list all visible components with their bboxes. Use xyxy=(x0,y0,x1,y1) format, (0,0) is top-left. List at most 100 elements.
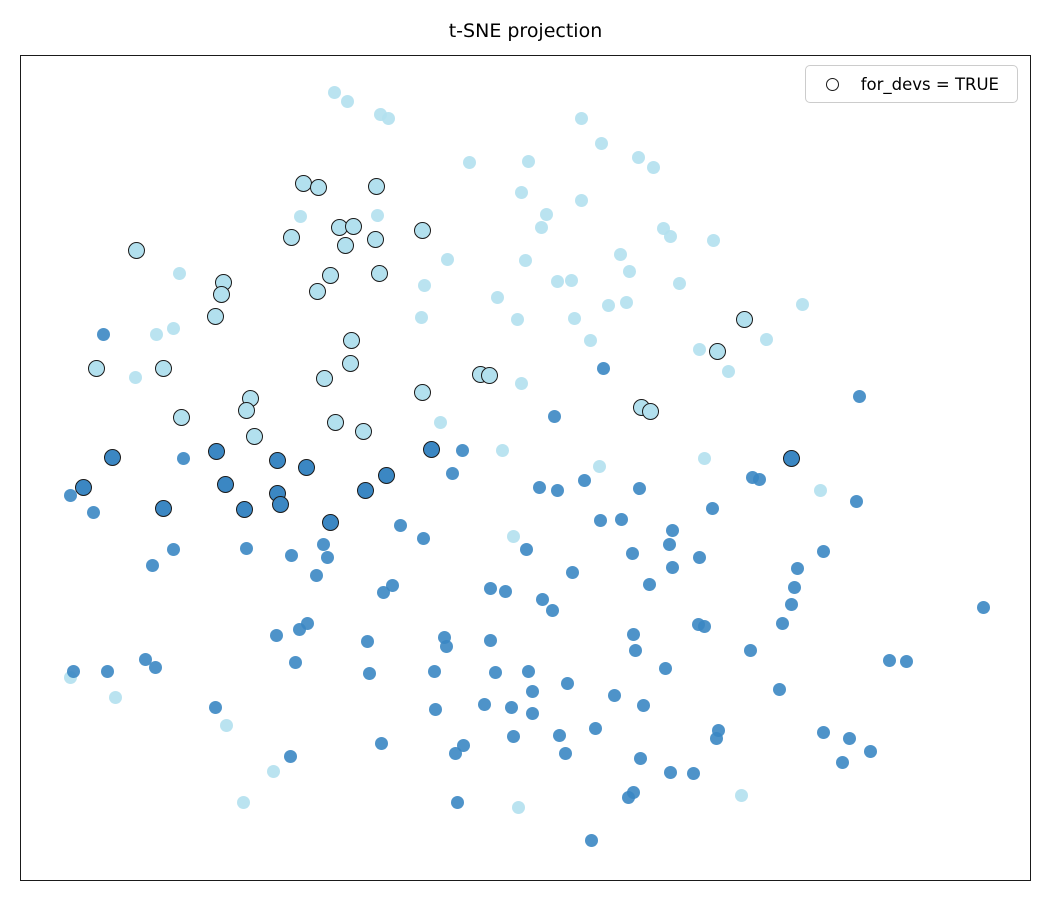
scatter-point xyxy=(743,643,757,657)
scatter-point xyxy=(882,653,896,667)
scatter-point xyxy=(631,150,645,164)
scatter-point xyxy=(417,278,431,292)
scatter-point xyxy=(87,359,105,377)
scatter-point xyxy=(511,800,525,814)
scatter-point xyxy=(235,500,253,518)
scatter-point xyxy=(377,466,395,484)
scatter-point xyxy=(154,359,172,377)
scatter-point xyxy=(784,597,798,611)
scatter-point xyxy=(642,577,656,591)
scatter-point xyxy=(613,247,627,261)
scatter-point xyxy=(216,475,234,493)
scatter-point xyxy=(697,451,711,465)
scatter-point xyxy=(86,505,100,519)
scatter-point xyxy=(207,442,225,460)
scatter-point xyxy=(269,628,283,642)
scatter-point xyxy=(172,408,190,426)
scatter-point xyxy=(816,544,830,558)
scatter-point xyxy=(374,736,388,750)
scatter-point xyxy=(326,413,344,431)
scatter-point xyxy=(206,307,224,325)
scatter-point xyxy=(422,440,440,458)
scatter-point xyxy=(477,697,491,711)
scatter-point xyxy=(138,652,152,666)
scatter-point xyxy=(145,558,159,572)
scatter-point xyxy=(504,700,518,714)
legend-label: for_devs = TRUE xyxy=(860,74,999,94)
scatter-point xyxy=(316,537,330,551)
scatter-point xyxy=(686,766,700,780)
scatter-point xyxy=(628,643,642,657)
scatter-point xyxy=(360,634,374,648)
scatter-point xyxy=(594,136,608,150)
scatter-point xyxy=(521,154,535,168)
scatter-point xyxy=(697,619,711,633)
scatter-point xyxy=(835,755,849,769)
scatter-point xyxy=(354,422,372,440)
scatter-point xyxy=(607,688,621,702)
scatter-point xyxy=(619,295,633,309)
scatter-point xyxy=(321,266,339,284)
plot-area: for_devs = TRUE xyxy=(20,55,1031,881)
scatter-point xyxy=(154,499,172,517)
scatter-point xyxy=(416,531,430,545)
scatter-point xyxy=(558,746,572,760)
scatter-point xyxy=(495,443,509,457)
open-circle-icon xyxy=(825,77,839,91)
scatter-point xyxy=(539,207,553,221)
scatter-point xyxy=(208,700,222,714)
scatter-point xyxy=(692,342,706,356)
scatter-point xyxy=(166,542,180,556)
scatter-point xyxy=(367,177,385,195)
scatter-point xyxy=(340,94,354,108)
scatter-point xyxy=(128,370,142,384)
scatter-point xyxy=(525,706,539,720)
scatter-point xyxy=(525,684,539,698)
scatter-point xyxy=(550,483,564,497)
scatter-point xyxy=(212,285,230,303)
scatter-point xyxy=(709,731,723,745)
scatter-point xyxy=(239,541,253,555)
scatter-point xyxy=(790,561,804,575)
scatter-point xyxy=(899,654,913,668)
scatter-point xyxy=(646,160,660,174)
scatter-point xyxy=(462,155,476,169)
scatter-point xyxy=(588,721,602,735)
scatter-point xyxy=(663,229,677,243)
scatter-point xyxy=(596,361,610,375)
scatter-point xyxy=(672,276,686,290)
scatter-point xyxy=(521,664,535,678)
scatter-point xyxy=(284,548,298,562)
scatter-point xyxy=(506,529,520,543)
scatter-point xyxy=(584,833,598,847)
scatter-point xyxy=(127,241,145,259)
scatter-point xyxy=(552,728,566,742)
scatter-point xyxy=(108,690,122,704)
scatter-point xyxy=(309,178,327,196)
scatter-point xyxy=(237,401,255,419)
scatter-point xyxy=(283,749,297,763)
scatter-point xyxy=(550,274,564,288)
scatter-point xyxy=(782,449,800,467)
scatter-point xyxy=(308,282,326,300)
scatter-point xyxy=(445,466,459,480)
scatter-point xyxy=(592,459,606,473)
scatter-point xyxy=(293,209,307,223)
scatter-point xyxy=(626,627,640,641)
scatter-point xyxy=(705,501,719,515)
scatter-point xyxy=(292,622,306,636)
scatter-point xyxy=(362,666,376,680)
scatter-point xyxy=(863,744,877,758)
scatter-point xyxy=(614,512,628,526)
scatter-point xyxy=(439,639,453,653)
scatter-point xyxy=(632,481,646,495)
scatter-point xyxy=(708,342,726,360)
scatter-point xyxy=(413,221,431,239)
scatter-point xyxy=(448,746,462,760)
scatter-point xyxy=(625,546,639,560)
scatter-point xyxy=(567,311,581,325)
legend: for_devs = TRUE xyxy=(804,65,1018,103)
scatter-point xyxy=(514,185,528,199)
scatter-point xyxy=(427,664,441,678)
scatter-point xyxy=(288,655,302,669)
